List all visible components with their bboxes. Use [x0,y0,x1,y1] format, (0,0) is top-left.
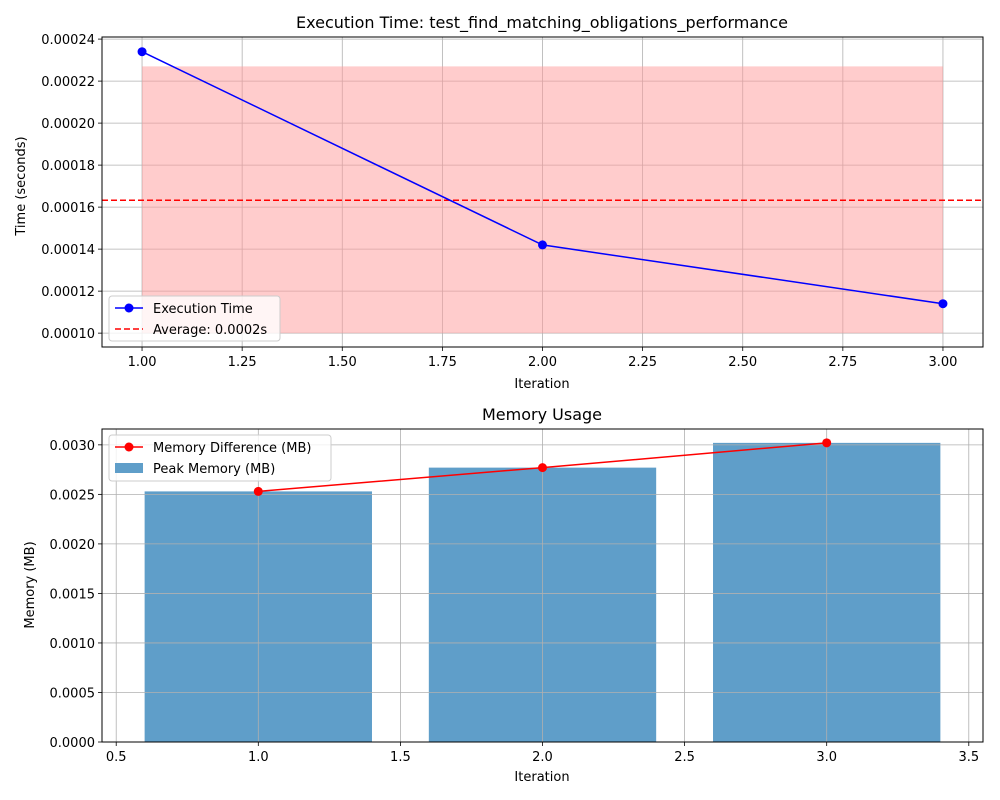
legend-label-execution-time: Execution Time [153,302,253,317]
memory-usage-title: Memory Usage [482,405,602,424]
y-tick-label: 0.00010 [41,327,95,342]
legend-box [108,434,332,482]
execution-time-y-ticks: 0.00010 0.00012 0.00014 0.00016 0.00018 0.000… [41,33,102,342]
memory-difference-point [538,463,547,473]
x-tick-label: 3.00 [928,355,957,370]
execution-time-chart: Execution Time: test_find_matching_oblig… [14,13,984,392]
memory-difference-point [253,486,263,496]
execution-time-y-axis-label: Time (seconds) [14,136,29,236]
x-tick-label: 1.25 [228,355,257,370]
execution-time-legend: Execution Time Average: 0.0002s [108,295,281,342]
y-tick-label: 0.00012 [41,285,95,300]
execution-time-title: Execution Time: test_find_matching_oblig… [296,13,788,33]
execution-time-x-axis-label: Iteration [514,377,569,392]
y-tick-label: 0.0030 [50,439,96,454]
y-tick-label: 0.00024 [41,33,95,48]
x-tick-label: 2.0 [532,750,553,765]
x-tick-label: 1.5 [390,750,411,765]
y-tick-label: 0.0005 [50,686,96,701]
y-tick-label: 0.00014 [41,243,95,258]
x-tick-label: 1.0 [248,750,269,765]
execution-time-point [538,240,547,250]
x-tick-label: 1.50 [328,355,357,370]
execution-time-point [938,299,948,309]
y-tick-label: 0.00020 [41,117,95,132]
y-tick-label: 0.0010 [50,637,96,652]
memory-usage-chart: Memory Usage 0.5 1.0 1.5 2.0 2.5 3.0 3.5 0.000… [23,405,984,785]
legend-marker-execution-time [124,303,134,313]
legend-label-memory-difference: Memory Difference (MB) [153,441,311,456]
y-tick-label: 0.00022 [41,75,95,90]
memory-series-layer [253,438,832,496]
x-tick-label: 2.25 [628,355,657,370]
legend-swatch-peak-memory [115,463,143,473]
x-tick-label: 0.5 [106,750,127,765]
memory-y-ticks: 0.0000 0.0005 0.0010 0.0015 0.0020 0.0025 0.00… [50,439,102,751]
y-tick-label: 0.0015 [50,587,96,602]
execution-time-point [137,47,147,57]
x-tick-label: 2.75 [828,355,857,370]
y-tick-label: 0.0020 [50,538,96,553]
memory-difference-point [822,438,832,448]
legend-label-average: Average: 0.0002s [153,323,267,338]
y-tick-label: 0.00016 [41,201,95,216]
x-tick-label: 2.50 [728,355,757,370]
memory-x-axis-label: Iteration [514,770,569,785]
memory-y-axis-label: Memory (MB) [23,541,38,628]
x-tick-label: 1.75 [428,355,457,370]
x-tick-label: 3.0 [816,750,837,765]
x-tick-label: 2.5 [674,750,695,765]
memory-x-ticks: 0.5 1.0 1.5 2.0 2.5 3.0 3.5 [106,742,979,765]
legend-label-peak-memory: Peak Memory (MB) [153,462,275,477]
execution-time-series-layer [137,47,948,309]
x-tick-label: 2.00 [528,355,557,370]
memory-legend: Memory Difference (MB) Peak Memory (MB) [108,434,332,482]
y-tick-label: 0.0000 [50,736,96,751]
y-tick-label: 0.00018 [41,159,95,174]
x-tick-label: 3.5 [958,750,979,765]
y-tick-label: 0.0025 [50,488,96,503]
legend-marker-memory-difference [124,442,134,452]
legend-box [108,295,281,342]
execution-time-x-ticks: 1.00 1.25 1.50 1.75 2.00 2.25 2.50 2.75 3.00 [128,347,957,370]
x-tick-label: 1.00 [128,355,157,370]
